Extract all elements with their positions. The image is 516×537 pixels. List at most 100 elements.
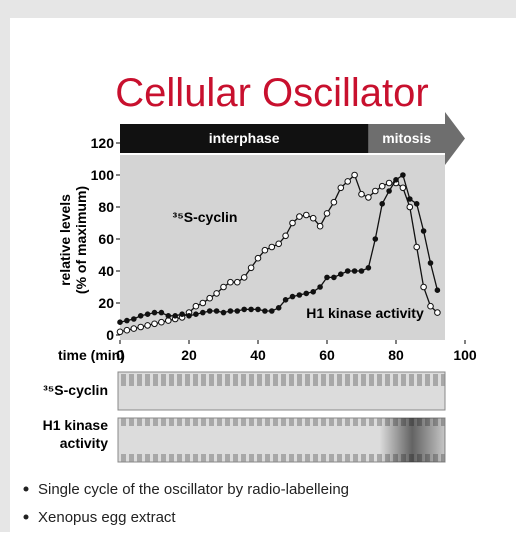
marker (421, 229, 426, 234)
marker (255, 255, 261, 261)
gel-label: ³⁵S-cyclin (43, 382, 108, 398)
marker (249, 307, 254, 312)
bullet-dot (24, 487, 29, 492)
marker (138, 324, 144, 330)
marker (124, 327, 130, 333)
marker (352, 172, 358, 178)
slide: Cellular Oscillator interphase mitosis 0 20… (0, 0, 516, 532)
marker (317, 223, 323, 229)
marker (345, 269, 350, 274)
marker (138, 314, 143, 319)
marker (242, 307, 247, 312)
marker (401, 173, 406, 178)
marker (166, 314, 171, 319)
marker (276, 241, 282, 247)
marker (407, 204, 413, 210)
gel-label: activity (60, 435, 108, 451)
y-axis-label: relative levels (57, 194, 73, 286)
y-tick-label: 60 (98, 231, 114, 247)
marker (373, 237, 378, 242)
marker (373, 188, 379, 194)
marker (193, 303, 199, 309)
marker (366, 195, 372, 201)
y-tick-label: 100 (91, 167, 115, 183)
marker (276, 306, 281, 311)
y-tick-label: 20 (98, 295, 114, 311)
marker (304, 212, 310, 218)
y-tick-label: 0 (106, 327, 114, 343)
marker (180, 312, 185, 317)
marker (214, 309, 219, 314)
marker (152, 321, 158, 327)
marker (256, 307, 261, 312)
marker (131, 326, 137, 332)
series-label: H1 kinase activity (306, 305, 424, 321)
x-tick-label: 40 (250, 347, 266, 363)
marker (400, 185, 406, 191)
marker (263, 309, 268, 314)
bullet-text: Xenopus egg extract (38, 509, 176, 526)
slide-title: Cellular Oscillator (115, 71, 428, 115)
marker (187, 314, 192, 319)
marker (332, 275, 337, 280)
marker (201, 310, 206, 315)
marker (228, 279, 234, 285)
marker (118, 320, 123, 325)
marker (311, 290, 316, 295)
marker (379, 183, 385, 189)
marker (428, 303, 434, 309)
marker (166, 318, 172, 324)
marker (310, 215, 316, 221)
y-tick-label: 40 (98, 263, 114, 279)
gel-cyclin (118, 372, 445, 410)
marker (345, 179, 351, 185)
marker (352, 269, 357, 274)
marker (324, 211, 330, 217)
marker (338, 185, 344, 191)
x-tick-label: 80 (388, 347, 404, 363)
marker (241, 275, 247, 281)
y-tick-label: 80 (98, 199, 114, 215)
marker (339, 272, 344, 277)
marker (297, 293, 302, 298)
marker (269, 244, 275, 250)
marker (200, 300, 206, 306)
phase-label: mitosis (382, 130, 431, 146)
marker (228, 309, 233, 314)
gel-label: H1 kinase (43, 417, 109, 433)
series-label: ³⁵S-cyclin (173, 209, 238, 225)
x-axis-label: time (min) (58, 347, 125, 363)
marker (366, 266, 371, 271)
marker (132, 317, 137, 322)
marker (173, 314, 178, 319)
marker (152, 310, 157, 315)
marker (207, 309, 212, 314)
marker (318, 285, 323, 290)
marker (421, 284, 427, 290)
marker (359, 269, 364, 274)
marker (380, 202, 385, 207)
marker (221, 284, 227, 290)
bullet-dot (24, 515, 29, 520)
marker (248, 265, 254, 271)
phase-label: interphase (209, 130, 280, 146)
marker (297, 214, 303, 220)
gel-h1-shade (118, 418, 445, 462)
marker (331, 199, 337, 205)
y-axis-label: (% of maximum) (73, 186, 89, 294)
marker (207, 295, 213, 301)
x-tick-label: 60 (319, 347, 335, 363)
marker (290, 294, 295, 299)
marker (408, 197, 413, 202)
marker (304, 291, 309, 296)
marker (290, 220, 296, 226)
marker (221, 310, 226, 315)
marker (262, 247, 268, 253)
marker (270, 309, 275, 314)
marker (159, 319, 165, 325)
marker (145, 323, 151, 329)
marker (428, 261, 433, 266)
marker (325, 275, 330, 280)
marker (283, 233, 289, 239)
marker (394, 178, 399, 183)
